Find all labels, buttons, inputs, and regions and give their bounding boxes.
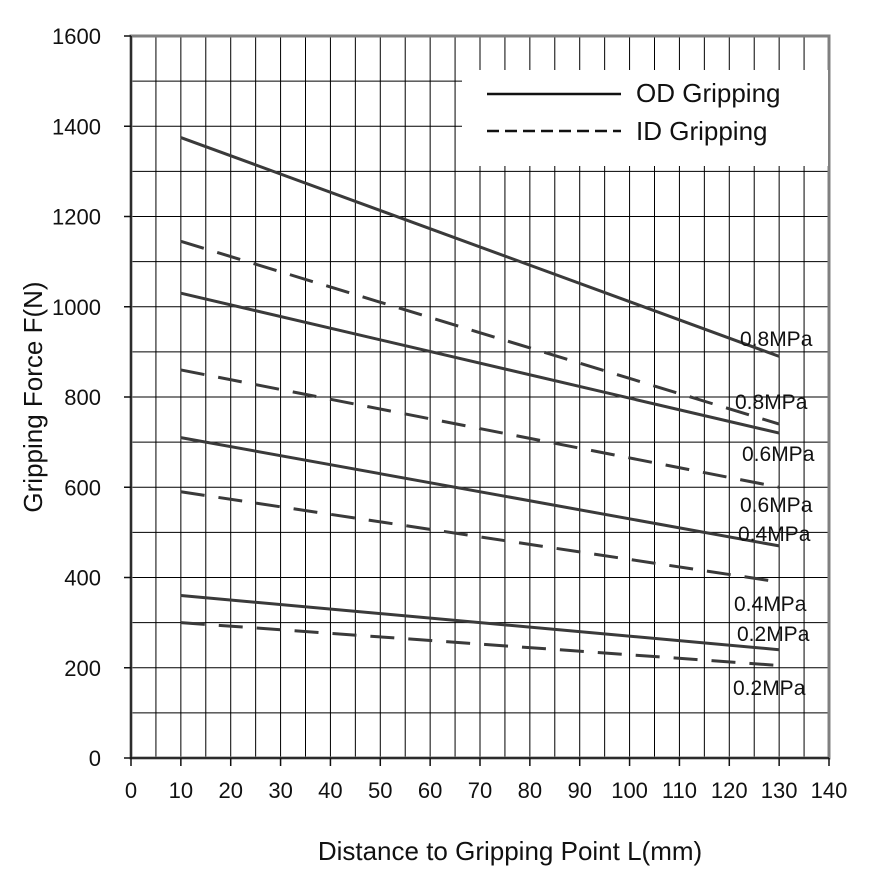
- series-label: 0.8MPa: [735, 391, 808, 414]
- x-tick-label: 60: [418, 778, 442, 803]
- y-tick-label: 600: [64, 475, 101, 500]
- series-label: 0.6MPa: [740, 494, 813, 517]
- axes: 0 200 400 600 800 1000 1200 1400 1600 0 10 20 30 40 50…: [52, 24, 847, 803]
- od-series-line: [180, 436, 780, 548]
- x-tick-label: 110: [662, 778, 697, 803]
- y-tick-label: 1200: [52, 205, 101, 230]
- series-label: 0.2MPa: [733, 677, 806, 700]
- y-tick-label: 200: [64, 656, 101, 681]
- id-series-line: [180, 621, 780, 667]
- x-tick-label: 20: [218, 778, 242, 803]
- x-axis-title: Distance to Gripping Point L(mm): [318, 836, 702, 866]
- x-tick-label: 70: [468, 778, 492, 803]
- x-tick-label: 50: [368, 778, 392, 803]
- od-series-line: [180, 291, 780, 435]
- y-tick-label: 1000: [52, 295, 101, 320]
- y-axis-title: Gripping Force F(N): [18, 281, 48, 512]
- series-label: 0.8MPa: [740, 328, 813, 351]
- x-tick-label: 80: [518, 778, 542, 803]
- series-label: 0.6MPa: [742, 443, 815, 466]
- legend-label-od: OD Gripping: [636, 78, 781, 108]
- x-tick-label: 10: [169, 778, 193, 803]
- id-series-line: [180, 368, 780, 489]
- y-tick-label: 800: [64, 385, 101, 410]
- x-tick-label: 40: [318, 778, 342, 803]
- legend-box: [462, 70, 828, 166]
- od-series-line: [180, 136, 780, 358]
- legend-label-id: ID Gripping: [636, 116, 768, 146]
- series-lines: [180, 136, 780, 667]
- x-tick-label: 100: [611, 778, 648, 803]
- series-label: 0.4MPa: [738, 523, 811, 546]
- x-tick-label: 120: [711, 778, 748, 803]
- y-tick-label: 1600: [52, 24, 101, 49]
- x-tick-label: 130: [761, 778, 798, 803]
- y-tick-label: 0: [89, 746, 101, 771]
- y-tick-label: 1400: [52, 114, 101, 139]
- legend: OD Gripping ID Gripping: [462, 70, 828, 166]
- x-tick-label: 140: [811, 778, 848, 803]
- id-series-line: [180, 490, 780, 584]
- series-label: 0.2MPa: [737, 623, 810, 646]
- x-tick-label: 0: [125, 778, 137, 803]
- x-tick-label: 90: [567, 778, 591, 803]
- y-tick-label: 400: [64, 566, 101, 591]
- series-label: 0.4MPa: [734, 593, 807, 616]
- x-tick-label: 30: [268, 778, 292, 803]
- id-series-line: [180, 239, 780, 426]
- od-series-line: [180, 594, 780, 652]
- series-labels: 0.8MPa 0.8MPa 0.6MPa 0.6MPa 0.4MPa 0.4MPa 0.2M…: [733, 328, 815, 700]
